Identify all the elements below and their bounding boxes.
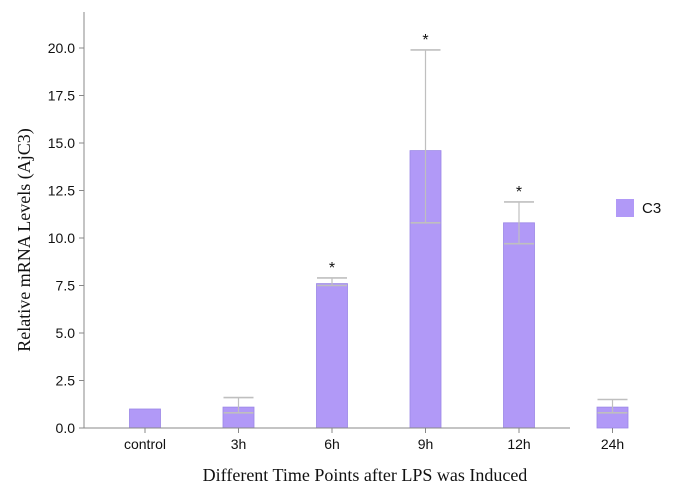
bar-control [129, 408, 161, 429]
y-axis-title: Relative mRNA Levels (AjC3) [14, 128, 35, 351]
x-tick-label-24h: 24h [601, 436, 624, 452]
y-tick-label-15.0: 15.0 [48, 135, 75, 151]
error-bar-9h [410, 49, 441, 224]
legend-swatch-c3 [616, 199, 634, 217]
bars-layer [129, 150, 629, 429]
y-tick-label-7.5: 7.5 [56, 278, 76, 294]
significance-marker-6h: * [329, 260, 335, 277]
legend: C3 [616, 199, 661, 217]
x-tick-label-6h: 6h [324, 436, 340, 452]
error-bar-24h [597, 398, 628, 414]
significance-layer: * * * [329, 32, 522, 277]
error-bar-3h [223, 396, 254, 414]
y-tick-label-17.5: 17.5 [48, 88, 75, 104]
error-bar-6h [317, 277, 347, 287]
error-bar-12h [504, 201, 534, 245]
x-axis-title: Different Time Points after LPS was Indu… [203, 465, 528, 485]
y-tick-label-5.0: 5.0 [56, 325, 76, 341]
y-tick-label-12.5: 12.5 [48, 183, 75, 199]
significance-marker-9h: * [422, 32, 428, 49]
axes-layer [79, 12, 613, 433]
y-tick-label-0.0: 0.0 [56, 420, 76, 436]
x-tick-labels: control 3h 6h 9h 12h 24h [124, 436, 624, 452]
x-tick-label-3h: 3h [231, 436, 247, 452]
error-bars-layer [223, 49, 628, 414]
y-tick-label-20.0: 20.0 [48, 40, 75, 56]
significance-marker-12h: * [516, 184, 522, 201]
legend-label-c3: C3 [642, 200, 661, 217]
bar-6h [316, 283, 348, 429]
x-tick-label-9h: 9h [418, 436, 434, 452]
bar-12h [503, 222, 535, 429]
x-tick-label-control: control [124, 436, 166, 452]
x-tick-label-12h: 12h [507, 436, 530, 452]
y-tick-label-10.0: 10.0 [48, 230, 75, 246]
y-tick-label-2.5: 2.5 [56, 373, 76, 389]
y-tick-labels: 0.0 2.5 5.0 7.5 10.0 12.5 15.0 17.5 20.0 [48, 40, 75, 436]
